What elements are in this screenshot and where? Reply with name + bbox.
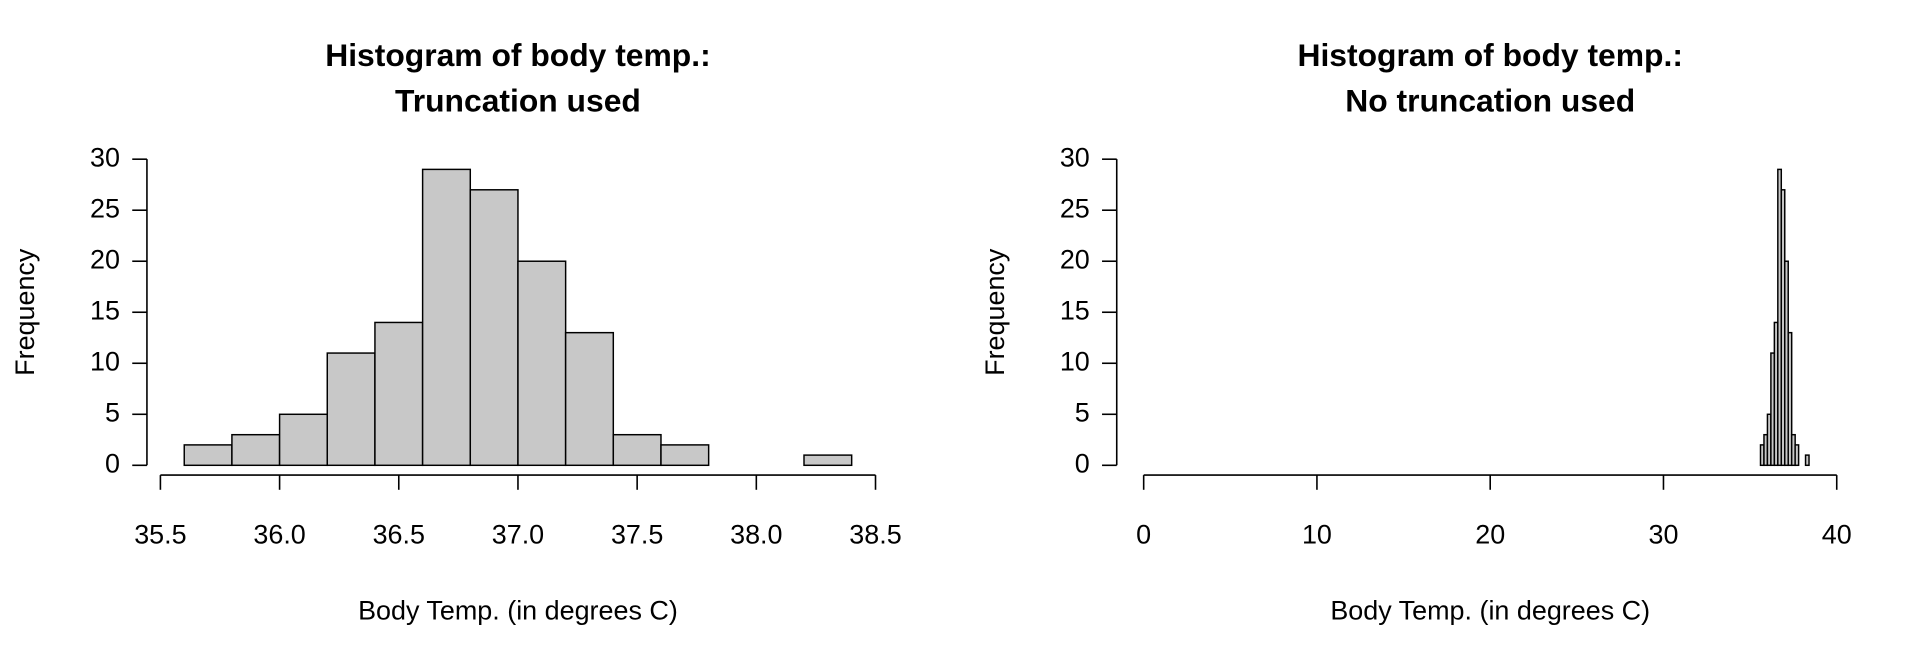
x-tick-label: 0 — [1136, 519, 1151, 549]
bar — [1794, 444, 1800, 467]
chart-title: Truncation used — [395, 82, 641, 118]
bar — [1787, 331, 1793, 467]
x-tick-label: 36.0 — [253, 519, 305, 549]
x-axis-label: Body Temp. (in degrees C) — [1330, 595, 1650, 625]
x-axis-label: Body Temp. (in degrees C) — [358, 595, 678, 625]
y-axis-label: Frequency — [10, 248, 40, 376]
bar — [278, 413, 328, 467]
y-tick-label: 0 — [1075, 448, 1090, 478]
y-tick-label: 5 — [105, 397, 120, 427]
x-tick-label: 38.0 — [730, 519, 782, 549]
y-tick-label: 10 — [1060, 346, 1090, 376]
bar — [564, 331, 615, 467]
bar — [660, 444, 710, 467]
x-tick-label: 40 — [1822, 519, 1852, 549]
x-tick-label: 10 — [1302, 519, 1332, 549]
y-tick-label: 20 — [90, 244, 120, 274]
x-tick-label: 38.5 — [849, 519, 901, 549]
y-tick-label: 25 — [1060, 193, 1090, 223]
bar — [183, 444, 233, 467]
bar — [517, 260, 567, 467]
x-tick-label: 30 — [1648, 519, 1678, 549]
bar — [469, 189, 519, 467]
chart-title: No truncation used — [1345, 82, 1635, 118]
x-tick-label: 35.5 — [134, 519, 186, 549]
y-tick-label: 5 — [1075, 397, 1090, 427]
y-tick-label: 15 — [1060, 295, 1090, 325]
bar — [326, 352, 376, 467]
y-tick-label: 30 — [90, 142, 120, 172]
bar — [231, 433, 281, 467]
chart-title: Histogram of body temp.: — [1297, 37, 1682, 73]
y-tick-label: 0 — [105, 448, 120, 478]
y-tick-label: 30 — [1060, 142, 1090, 172]
bar — [1804, 454, 1810, 467]
x-tick-label: 36.5 — [373, 519, 425, 549]
y-tick-label: 15 — [90, 295, 120, 325]
x-tick-label: 20 — [1475, 519, 1505, 549]
x-tick-label: 37.0 — [492, 519, 544, 549]
bar — [803, 454, 853, 467]
y-tick-label: 10 — [90, 346, 120, 376]
y-axis-label: Frequency — [980, 248, 1010, 376]
bar — [612, 433, 662, 467]
y-tick-label: 20 — [1060, 244, 1090, 274]
x-tick-label: 37.5 — [611, 519, 663, 549]
y-tick-label: 25 — [90, 193, 120, 223]
bar — [374, 321, 424, 467]
chart-title: Histogram of body temp.: — [325, 37, 710, 73]
bar — [421, 168, 472, 467]
